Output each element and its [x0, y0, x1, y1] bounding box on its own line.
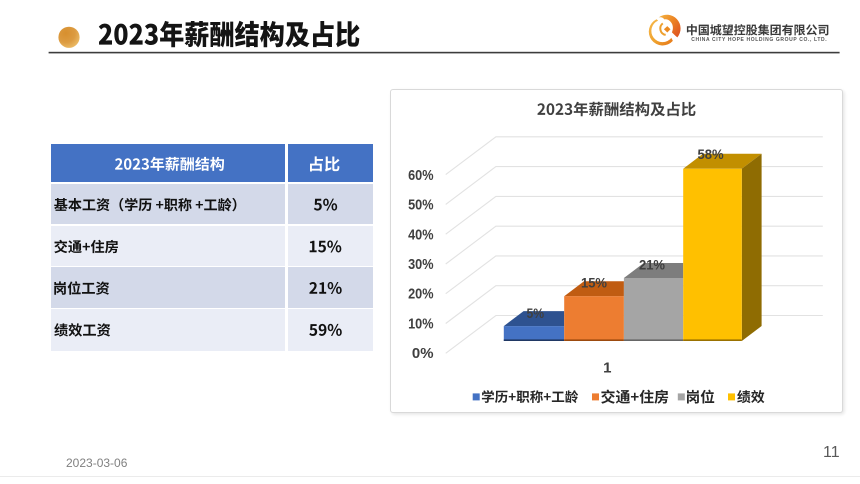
svg-text:20%: 20%	[408, 287, 433, 303]
svg-text:15%: 15%	[581, 275, 607, 290]
svg-text:1: 1	[603, 360, 611, 377]
svg-text:30%: 30%	[408, 257, 433, 273]
svg-text:21%: 21%	[639, 257, 665, 272]
svg-text:40%: 40%	[408, 227, 433, 243]
svg-text:5%: 5%	[527, 306, 545, 321]
svg-text:58%: 58%	[698, 147, 724, 162]
svg-text:0%: 0%	[412, 346, 434, 362]
svg-text:60%: 60%	[408, 168, 433, 184]
svg-text:10%: 10%	[408, 316, 433, 332]
svg-text:50%: 50%	[408, 198, 433, 214]
